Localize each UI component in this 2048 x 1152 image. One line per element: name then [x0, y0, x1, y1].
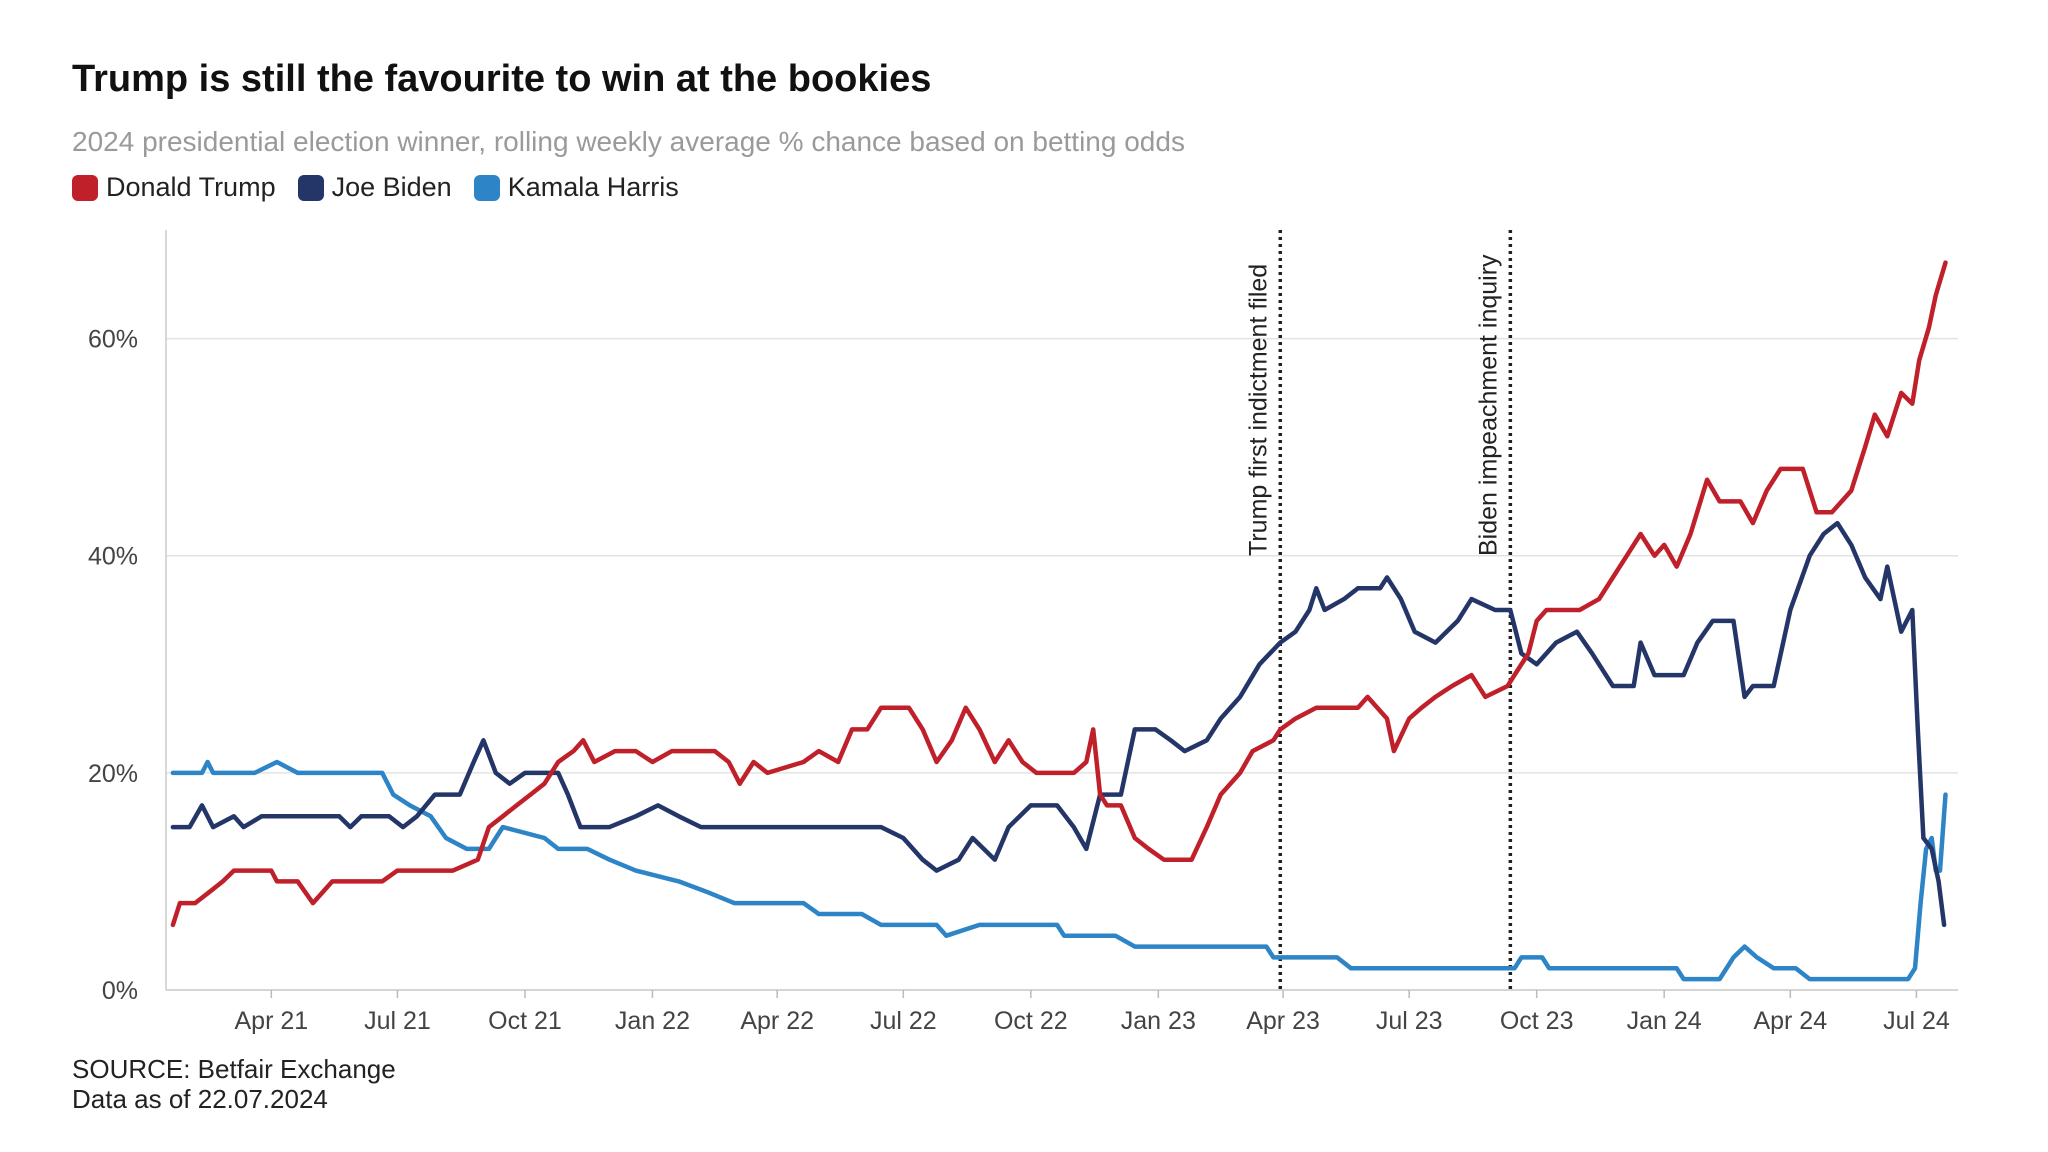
legend-swatch-biden [297, 174, 324, 201]
series-line-trump [170, 260, 1948, 928]
legend-item-trump: Donald Trump [72, 172, 276, 203]
x-tick-label: Apr 22 [740, 1007, 814, 1035]
x-tick-label: Oct 22 [994, 1007, 1068, 1035]
legend-item-harris: Kamala Harris [473, 172, 679, 203]
x-tick-label: Jul 23 [1376, 1007, 1443, 1035]
source-line: SOURCE: Betfair Exchange [72, 1054, 396, 1084]
chart-title: Trump is still the favourite to win at t… [72, 58, 932, 100]
source-note: SOURCE: Betfair Exchange Data as of 22.0… [72, 1054, 396, 1114]
x-tick-label: Jul 21 [364, 1007, 431, 1035]
y-tick-label: 60% [88, 326, 138, 354]
legend-item-biden: Joe Biden [297, 172, 452, 203]
x-tick-label: Oct 23 [1500, 1007, 1574, 1035]
series-line-harris [170, 759, 1948, 982]
legend-label-harris: Kamala Harris [507, 172, 679, 202]
y-tick-label: 0% [102, 977, 138, 1005]
y-tick-label: 20% [88, 760, 138, 788]
series-line-biden [170, 520, 1947, 928]
legend-label-biden: Joe Biden [331, 172, 452, 202]
y-tick-label: 40% [88, 543, 138, 571]
x-tick-label: Jul 22 [870, 1007, 937, 1035]
annotation-label: Trump first indictment filed [1244, 264, 1272, 556]
legend-label-trump: Donald Trump [106, 172, 276, 202]
chart-subtitle: 2024 presidential election winner, rolli… [72, 126, 1185, 157]
legend-swatch-trump [72, 174, 98, 201]
x-tick-label: Oct 21 [488, 1007, 562, 1035]
legend-swatch-harris [473, 174, 500, 201]
data-date-line: Data as of 22.07.2024 [72, 1084, 328, 1114]
x-tick-label: Jan 22 [615, 1007, 690, 1035]
x-tick-label: Apr 21 [234, 1007, 308, 1035]
x-tick-label: Jul 24 [1883, 1007, 1950, 1035]
x-tick-label: Apr 23 [1246, 1007, 1320, 1035]
x-tick-label: Jan 23 [1121, 1007, 1196, 1035]
x-tick-label: Apr 24 [1753, 1007, 1827, 1035]
x-tick-label: Jan 24 [1627, 1007, 1702, 1035]
legend: Donald Trump Joe Biden Kamala Harris [72, 172, 701, 203]
annotation-label: Biden impeachment inquiry [1474, 254, 1502, 556]
